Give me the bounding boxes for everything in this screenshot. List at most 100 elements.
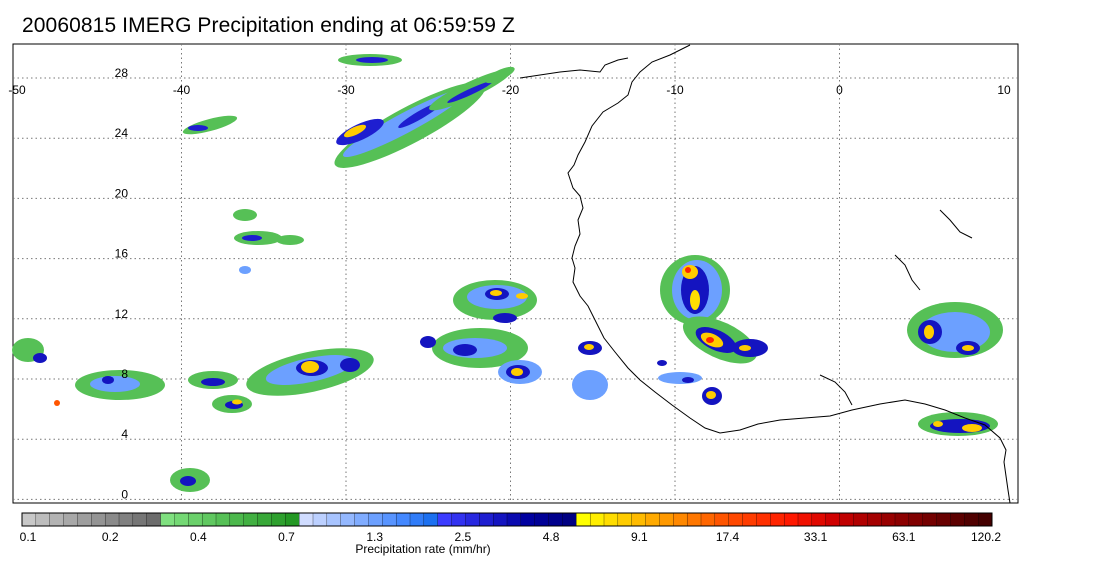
colorbar-swatch xyxy=(617,512,633,527)
colorbar-swatch xyxy=(465,512,480,527)
colorbar-swatch xyxy=(576,512,591,527)
colorbar-label: 120.2 xyxy=(971,530,1001,544)
colorbar-swatch xyxy=(326,512,342,527)
colorbar-swatch xyxy=(423,512,439,527)
colorbar-outline xyxy=(21,512,993,527)
colorbar-swatch xyxy=(243,512,259,527)
colorbar: 0.1 0.2 0.4 0.7 1.3 2.5 4.8 9.1 17.4 33.1 63.1 120.… xyxy=(20,512,1002,556)
lat-tick-label: 0 xyxy=(121,487,128,501)
colorbar-swatch xyxy=(742,512,757,527)
colorbar-swatch xyxy=(409,512,425,527)
colorbar-swatch xyxy=(686,512,702,527)
colorbar-swatch xyxy=(797,512,813,527)
chart-title: 20060815 IMERG Precipitation ending at 0… xyxy=(22,14,515,37)
colorbar-swatch xyxy=(146,512,162,527)
colorbar-swatch xyxy=(215,512,231,527)
colorbar-swatch xyxy=(451,512,466,527)
precip-cluster-nigeria xyxy=(907,302,1003,436)
colorbar-swatch xyxy=(35,512,51,527)
coastline-europe xyxy=(519,57,629,79)
lat-tick-label: 16 xyxy=(115,247,129,261)
colorbar-swatch xyxy=(188,512,203,527)
colorbar-swatch xyxy=(659,512,674,527)
colorbar-swatch xyxy=(382,512,397,527)
colorbar-swatch xyxy=(673,512,688,527)
colorbar-swatch xyxy=(298,512,314,527)
colorbar-swatch xyxy=(589,512,605,527)
colorbar-swatch xyxy=(825,512,841,527)
colorbar-title: Precipitation rate (mm/hr) xyxy=(355,542,490,556)
colorbar-swatch xyxy=(853,512,868,527)
colorbar-swatch xyxy=(908,512,924,527)
colorbar-swatch xyxy=(312,512,328,527)
colorbar-swatch xyxy=(811,512,827,527)
coastline-west-africa xyxy=(567,44,1011,504)
colorbar-swatch xyxy=(964,512,979,527)
colorbar-swatch xyxy=(118,512,134,527)
precip-cluster-cape-verde xyxy=(420,280,608,400)
colorbar-swatch xyxy=(839,512,854,527)
lat-tick-label: 4 xyxy=(121,427,128,441)
colorbar-label: 1.3 xyxy=(366,530,383,544)
colorbar-swatch xyxy=(922,512,938,527)
colorbar-label: 0.2 xyxy=(102,530,119,544)
colorbar-swatch xyxy=(77,512,92,527)
colorbar-swatch xyxy=(977,512,993,527)
colorbar-swatch xyxy=(783,512,799,527)
lat-tick-label: 28 xyxy=(115,66,129,80)
colorbar-swatch xyxy=(728,512,744,527)
coastlines xyxy=(519,44,1011,504)
colorbar-swatch xyxy=(770,512,785,527)
lon-tick-label: 10 xyxy=(997,83,1011,97)
colorbar-swatch xyxy=(285,512,300,527)
colorbar-swatch xyxy=(603,512,619,527)
latitude-tick-labels: 28 24 20 16 12 8 4 0 xyxy=(115,66,129,501)
precip-cluster-north-atlantic xyxy=(182,54,515,168)
colorbar-swatch xyxy=(229,512,245,527)
colorbar-swatch xyxy=(49,512,65,527)
colorbar-swatch xyxy=(354,512,369,527)
lon-tick-label: -30 xyxy=(337,83,355,97)
colorbar-swatch xyxy=(492,512,508,527)
colorbar-label: 0.4 xyxy=(190,530,207,544)
colorbar-label: 0.1 xyxy=(20,530,37,544)
lat-tick-label: 20 xyxy=(115,186,129,200)
colorbar-swatch xyxy=(174,512,189,527)
colorbar-swatch xyxy=(867,512,882,527)
precip-cluster-mid-ocean xyxy=(233,209,304,274)
lon-tick-label: 0 xyxy=(836,83,843,97)
map-frame xyxy=(12,43,1019,504)
colorbar-swatch xyxy=(631,512,647,527)
colorbar-swatch xyxy=(936,512,951,527)
colorbar-swatch xyxy=(132,512,148,527)
colorbar-swatch xyxy=(271,512,286,527)
colorbar-swatch xyxy=(368,512,383,527)
lat-tick-label: 8 xyxy=(121,367,128,381)
colorbar-swatch xyxy=(340,512,356,527)
colorbar-swatch xyxy=(201,512,217,527)
colorbar-swatches xyxy=(21,512,993,527)
colorbar-label: 63.1 xyxy=(892,530,916,544)
precip-cluster-west-africa xyxy=(657,255,768,405)
colorbar-swatch xyxy=(257,512,272,527)
colorbar-swatch xyxy=(880,512,896,527)
colorbar-swatch xyxy=(562,512,577,527)
colorbar-swatch xyxy=(63,512,78,527)
lon-tick-label: -50 xyxy=(8,83,26,97)
lon-tick-label: -20 xyxy=(502,83,520,97)
colorbar-label: 9.1 xyxy=(631,530,648,544)
coastline-gulf-rivers xyxy=(819,209,973,406)
longitude-tick-labels: -50 -40 -30 -20 -10 0 10 xyxy=(8,83,1011,97)
colorbar-swatch xyxy=(548,512,563,527)
colorbar-swatch xyxy=(395,512,411,527)
colorbar-tick-labels: 0.1 0.2 0.4 0.7 1.3 2.5 4.8 9.1 17.4 33.1 63.1 120.… xyxy=(20,530,1002,544)
colorbar-swatch xyxy=(756,512,771,527)
colorbar-swatch xyxy=(714,512,730,527)
colorbar-swatch xyxy=(534,512,550,527)
colorbar-swatch xyxy=(950,512,965,527)
colorbar-swatch xyxy=(894,512,910,527)
colorbar-swatch xyxy=(506,512,522,527)
colorbar-swatch xyxy=(520,512,536,527)
colorbar-swatch xyxy=(160,512,175,527)
